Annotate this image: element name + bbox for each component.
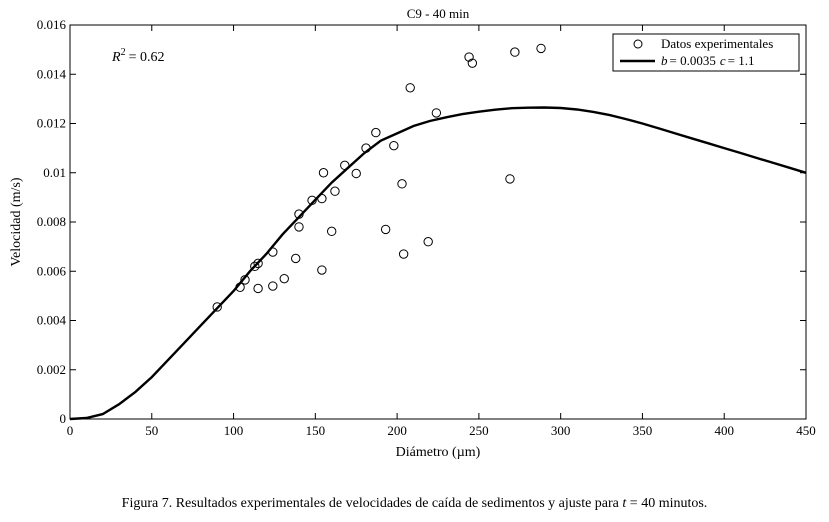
legend-label-scatter: Datos experimentales (661, 36, 773, 51)
data-point (307, 195, 317, 206)
data-point (250, 261, 260, 272)
data-point (467, 58, 478, 68)
caption-suffix: = 40 minutos. (626, 496, 708, 511)
y-tick-label: 0.01 (43, 165, 66, 180)
legend-label-fit: b = 0.0035 c = 1.1 (661, 53, 754, 68)
data-point (464, 52, 474, 62)
x-tick-label: 50 (145, 423, 158, 438)
x-tick-labels: 0 50 100 150 200 250 300 350 400 450 (67, 423, 816, 438)
legend-fit-c: c (720, 53, 726, 68)
r2-value: = 0.62 (129, 50, 165, 65)
y-tick-label: 0.014 (37, 66, 67, 81)
caption-variable: t (622, 496, 627, 511)
caption-prefix: Figura 7. Resultados experimentales de v… (121, 496, 623, 511)
r2-exponent: 2 (121, 47, 126, 58)
data-point (294, 209, 304, 219)
scatter-points (212, 43, 546, 312)
x-tick-label: 200 (387, 423, 407, 438)
y-tick-label: 0.016 (37, 17, 67, 32)
data-point (536, 43, 546, 54)
x-tick-label: 400 (714, 423, 734, 438)
data-point (235, 282, 245, 292)
fit-curve (69, 106, 807, 421)
x-tick-label: 100 (224, 423, 244, 438)
y-tick-label: 0.004 (37, 313, 67, 328)
y-tick-label: 0 (60, 411, 67, 426)
data-point (294, 222, 304, 232)
legend-marker-scatter (633, 39, 643, 49)
legend-box (612, 33, 800, 72)
data-point (291, 253, 301, 264)
x-tick-label: 450 (796, 423, 816, 438)
x-tick-label: 250 (469, 423, 489, 438)
data-point (361, 143, 371, 153)
data-point (317, 265, 327, 275)
data-point (351, 168, 361, 179)
legend-fit-b-value: = 0.0035 (670, 53, 716, 68)
x-tick-label: 350 (633, 423, 653, 438)
data-point (380, 224, 391, 235)
data-point (510, 47, 520, 57)
axis-ticks (69, 24, 807, 420)
data-point (317, 193, 327, 204)
r2-symbol: R (111, 50, 121, 65)
data-point (405, 83, 415, 93)
data-point (371, 127, 381, 138)
y-tick-label: 0.006 (37, 263, 67, 278)
plot-frame (69, 24, 807, 420)
r2-annotation: R2 = 0.62 (111, 47, 164, 65)
data-point (318, 168, 329, 178)
data-point (330, 186, 340, 196)
y-tick-label: 0.008 (37, 214, 66, 229)
x-tick-label: 300 (551, 423, 571, 438)
figure-caption: Figura 7. Resultados experimentales de v… (0, 496, 829, 512)
y-tick-labels: 0 0.002 0.004 0.006 0.008 0.01 0.012 0.014 0.016 (37, 17, 67, 426)
legend-fit-b: b (661, 53, 668, 68)
data-point (326, 226, 337, 237)
x-tick-label: 150 (306, 423, 326, 438)
x-tick-label: 0 (67, 423, 74, 438)
chart-title: C9 - 40 min (407, 6, 470, 21)
y-tick-label: 0.012 (37, 116, 66, 131)
chart: C9 - 40 min 0 0.002 0.004 0.006 0.008 0.01 0.0… (9, 6, 816, 460)
data-point (240, 275, 250, 285)
data-point (505, 174, 515, 184)
data-point (389, 140, 399, 151)
data-point (340, 160, 350, 171)
data-point (253, 283, 263, 294)
data-point (268, 247, 278, 257)
data-point (431, 108, 442, 118)
data-point (398, 249, 409, 259)
data-point (279, 273, 289, 284)
data-point (253, 258, 263, 269)
data-point (212, 302, 222, 312)
data-point (397, 179, 407, 189)
legend: Datos experimentales b = 0.0035 c = 1.1 (612, 33, 800, 72)
data-point (423, 237, 433, 247)
y-axis-label: Velocidad (m/s) (9, 177, 24, 266)
data-point (268, 281, 278, 291)
y-tick-label: 0.002 (37, 362, 66, 377)
x-axis-label: Diámetro (µm) (396, 445, 481, 460)
legend-fit-c-value: = 1.1 (728, 53, 755, 68)
